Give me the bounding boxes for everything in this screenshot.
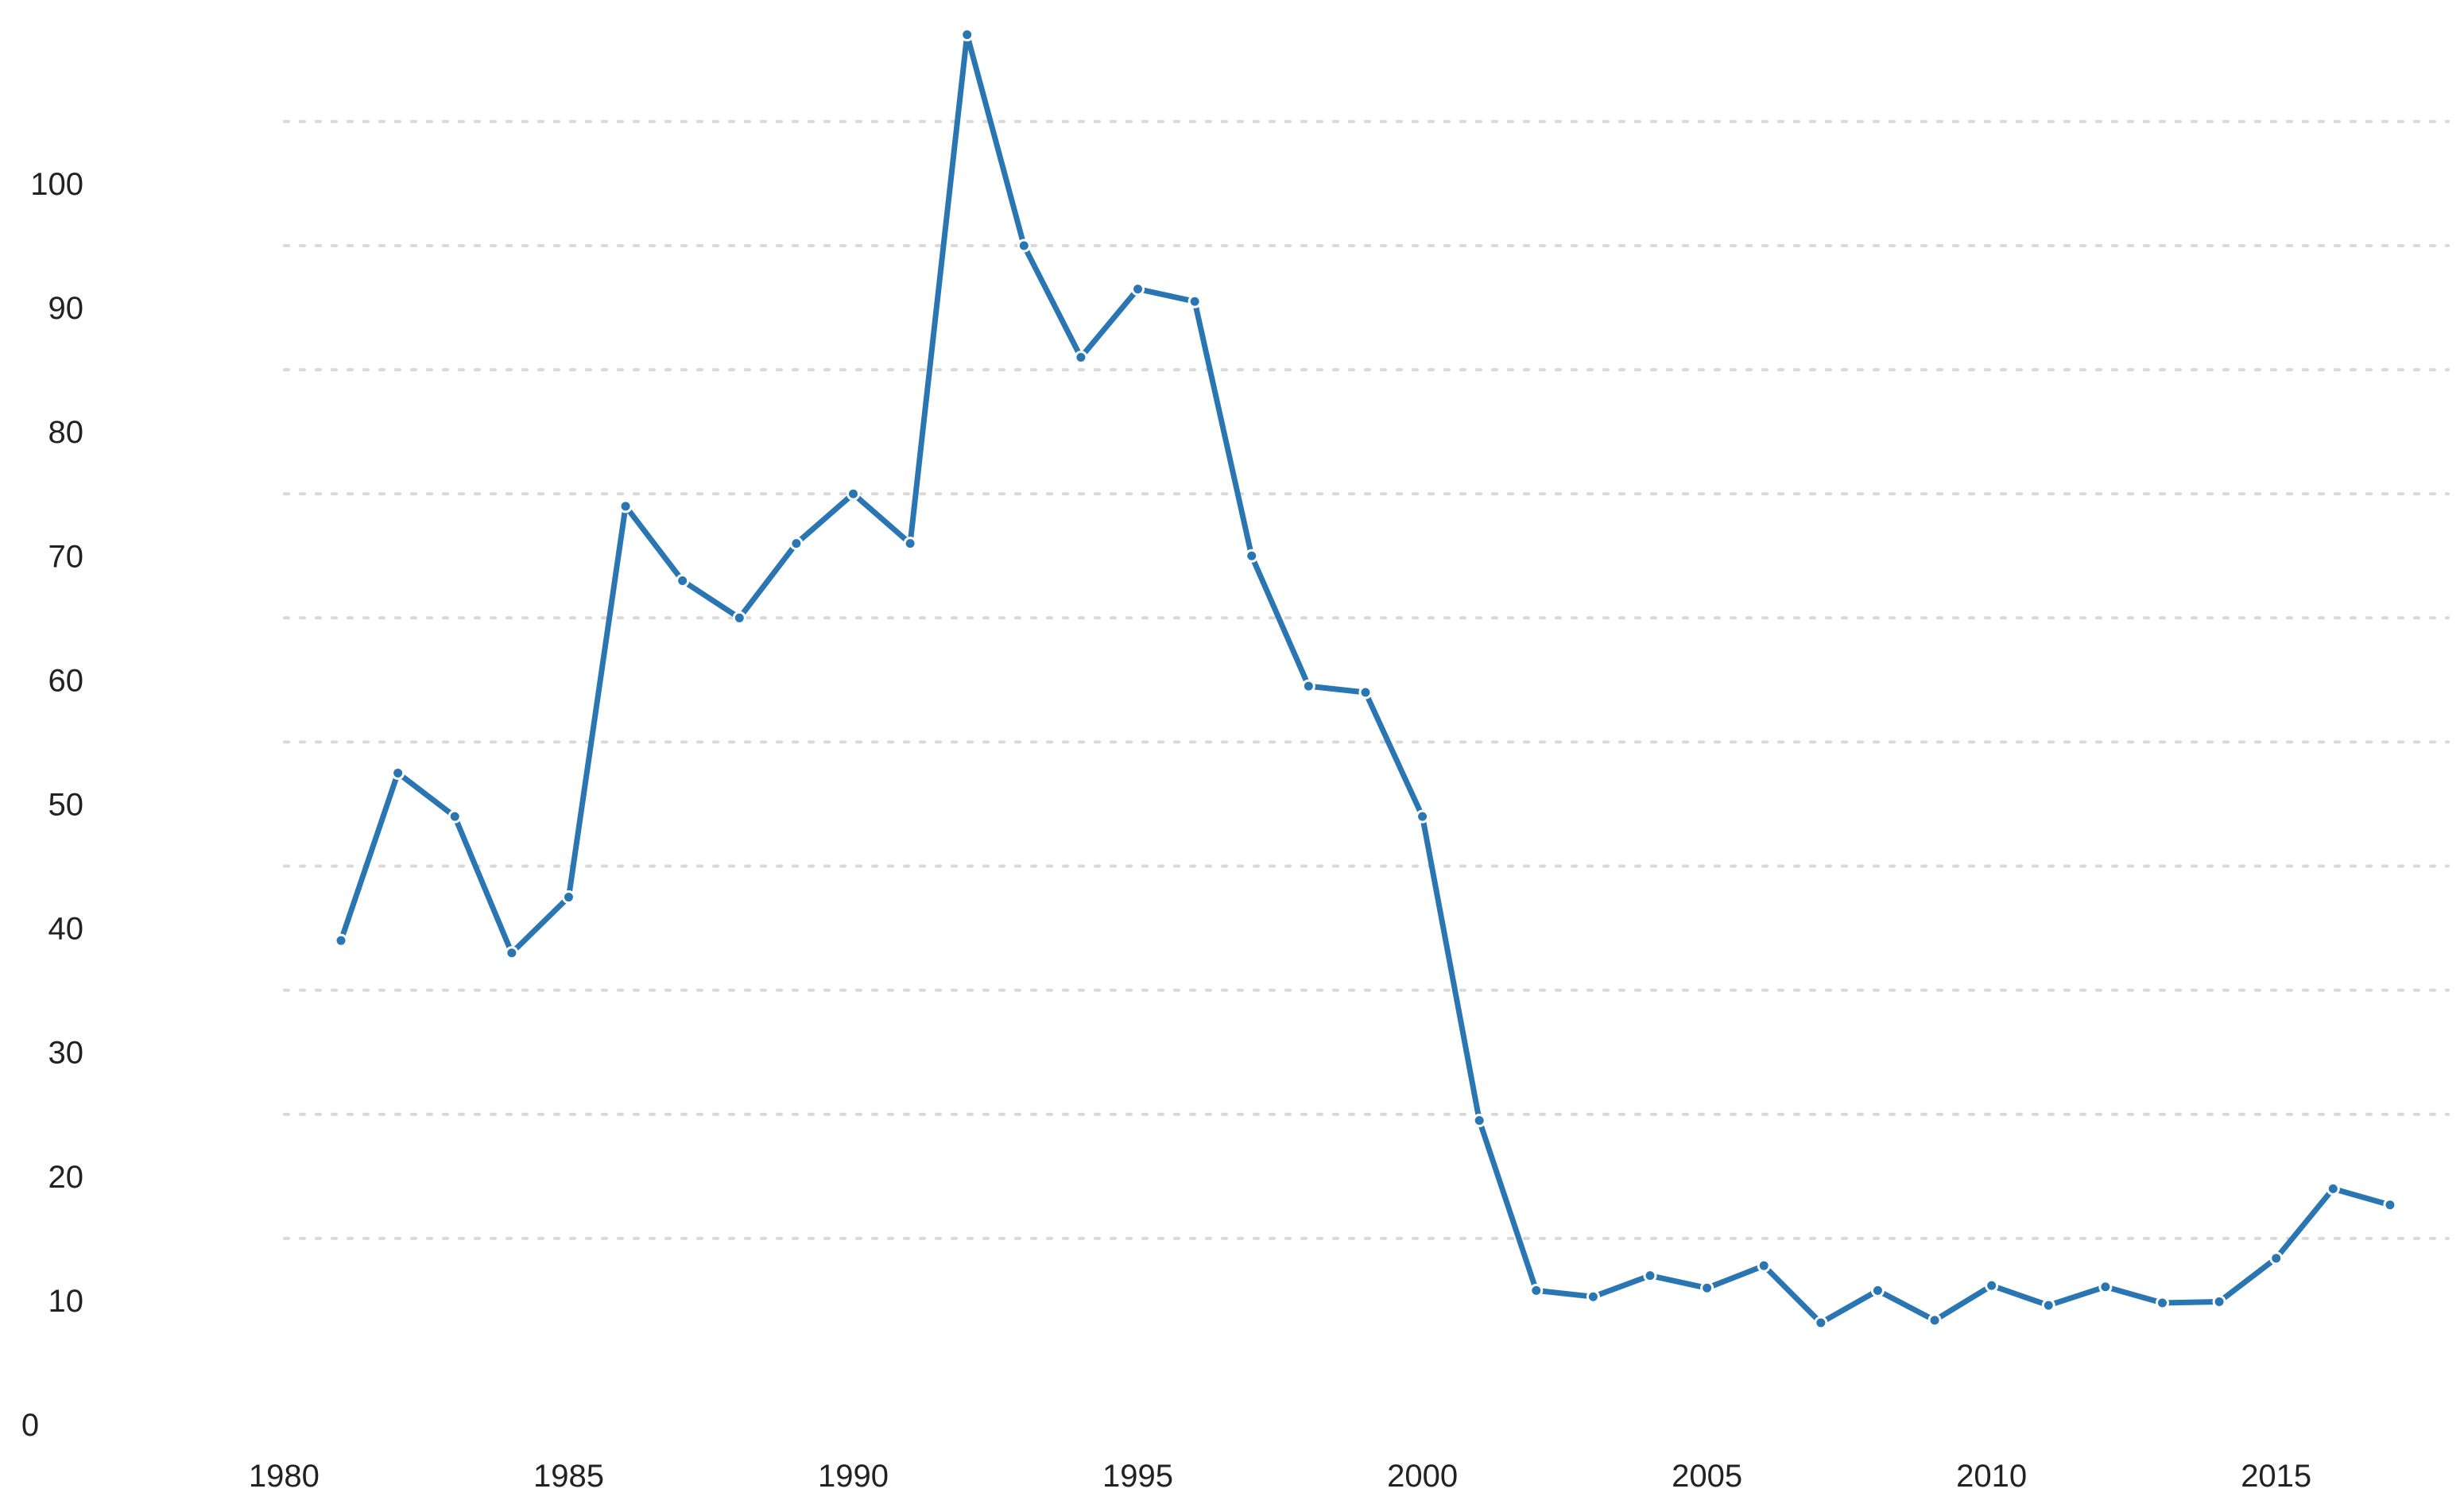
- data-markers: [334, 28, 2397, 1330]
- data-point: [1187, 294, 1202, 308]
- data-point: [561, 890, 575, 905]
- data-point: [505, 946, 519, 960]
- y-tick-label: 20: [48, 1160, 84, 1195]
- data-point: [391, 766, 405, 780]
- y-tick-label: 80: [48, 415, 84, 450]
- data-point: [789, 537, 804, 551]
- data-point: [334, 933, 348, 948]
- data-point: [846, 487, 860, 501]
- x-tick-label: 2010: [1956, 1459, 2027, 1494]
- data-point: [676, 573, 690, 587]
- data-point: [1643, 1269, 1657, 1283]
- data-point: [2326, 1181, 2340, 1196]
- data-point: [2155, 1296, 2169, 1310]
- x-tick-label: 2000: [1387, 1459, 1458, 1494]
- data-point: [1927, 1313, 1942, 1328]
- x-tick-label: 1990: [818, 1459, 889, 1494]
- y-axis-tick-labels: 0 10 20 30 40 50 60 70 80 90 100: [21, 167, 83, 1443]
- data-point: [1472, 1114, 1486, 1128]
- data-point: [1301, 679, 1315, 693]
- y-tick-label: 30: [48, 1036, 84, 1071]
- data-point: [2098, 1280, 2113, 1294]
- y-tick-label: 10: [48, 1284, 84, 1319]
- data-point: [618, 499, 633, 514]
- y-tick-label: 40: [48, 912, 84, 947]
- y-tick-label: 100: [30, 167, 83, 202]
- data-point: [2383, 1198, 2397, 1212]
- data-point: [903, 537, 917, 551]
- x-tick-label: 1985: [533, 1459, 604, 1494]
- data-point: [1529, 1283, 1544, 1297]
- data-point: [1245, 549, 1259, 563]
- y-tick-label: 70: [48, 539, 84, 574]
- x-axis-tick-labels: 1980 1985 1990 1995 2000 2005 2010 2015: [249, 1459, 2311, 1494]
- data-point: [2212, 1294, 2226, 1308]
- data-point: [1870, 1283, 1885, 1297]
- data-point: [2041, 1298, 2055, 1312]
- data-point: [960, 28, 974, 42]
- data-point: [1358, 685, 1373, 700]
- grid-lines: [283, 119, 2450, 1240]
- data-point: [1757, 1258, 1771, 1273]
- data-point: [1814, 1316, 1828, 1330]
- x-tick-label: 2005: [1672, 1459, 1742, 1494]
- y-tick-label: 0: [21, 1408, 39, 1443]
- data-point: [1700, 1281, 1714, 1295]
- y-tick-label: 90: [48, 291, 84, 326]
- y-tick-label: 60: [48, 663, 84, 698]
- data-point: [447, 809, 462, 824]
- data-point: [1074, 350, 1088, 364]
- data-point: [1985, 1278, 1999, 1293]
- data-point: [1131, 282, 1145, 297]
- series-line: [338, 32, 2393, 1326]
- x-tick-label: 2015: [2241, 1459, 2311, 1494]
- data-point: [732, 611, 746, 625]
- x-tick-label: 1980: [249, 1459, 320, 1494]
- y-tick-label: 50: [48, 787, 84, 822]
- data-series: [338, 32, 2393, 1326]
- data-point: [1586, 1289, 1600, 1304]
- data-point: [2269, 1251, 2284, 1266]
- data-point: [1017, 238, 1031, 253]
- data-point: [1416, 809, 1430, 824]
- x-tick-label: 1995: [1102, 1459, 1173, 1494]
